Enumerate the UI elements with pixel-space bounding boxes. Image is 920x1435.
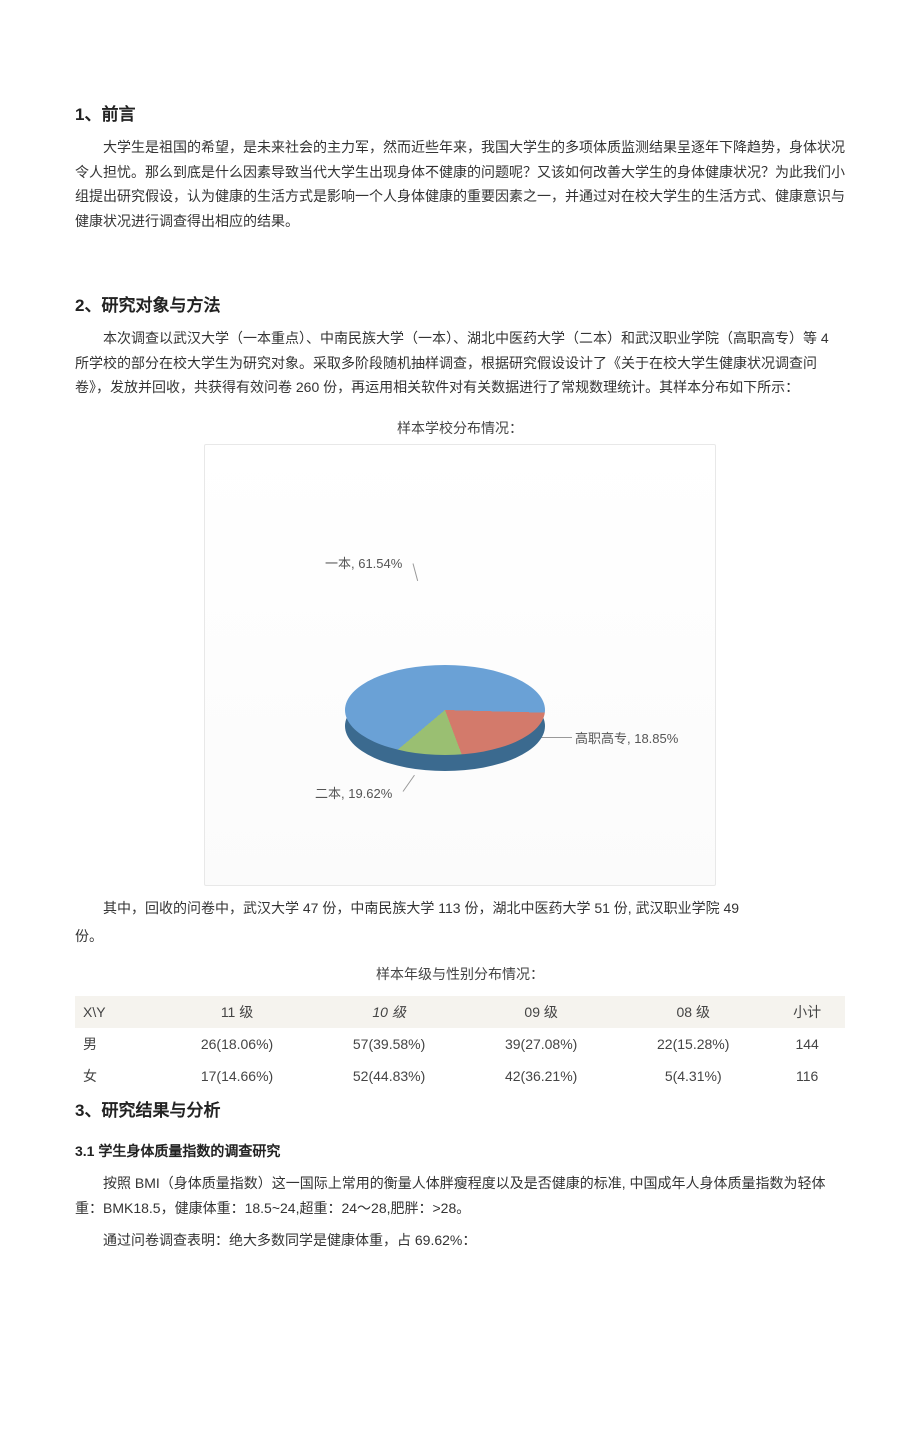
pie-3d <box>345 665 545 755</box>
table-title: 样本年级与性别分布情况： <box>75 964 845 984</box>
section1-heading: 1、前言 <box>75 100 845 125</box>
table-cell: 39(27.08%) <box>465 1028 617 1060</box>
section2-note1-cont: 份。 <box>75 926 845 946</box>
leader-3 <box>403 774 415 791</box>
table-col-header: X\Y <box>75 996 161 1028</box>
pie-label-erben: 二本, 19.62% <box>315 783 392 802</box>
section3-title: 、研究结果与分析 <box>84 1101 220 1120</box>
table-cell: 女 <box>75 1060 161 1092</box>
table-cell: 男 <box>75 1028 161 1060</box>
table-col-header: 11 级 <box>161 996 313 1028</box>
table-col-header: 小计 <box>769 996 845 1028</box>
table-cell: 22(15.28%) <box>617 1028 769 1060</box>
pie-chart-title: 样本学校分布情况： <box>75 418 845 438</box>
section2-heading: 2、研究对象与方法 <box>75 291 845 316</box>
table-cell: 26(18.06%) <box>161 1028 313 1060</box>
section3-p2: 通过问卷调查表明：绝大多数同学是健康体重，占 69.62%： <box>75 1228 845 1253</box>
section2-title: 、研究对象与方法 <box>84 296 220 315</box>
table-cell: 116 <box>769 1060 845 1092</box>
pie-label-yiben: 一本, 61.54% <box>325 553 402 572</box>
pie-chart: 一本, 61.54% 高职高专, 18.85% 二本, 19.62% <box>204 444 716 886</box>
section1-p1: 大学生是祖国的希望，是未来社会的主力军，然而近些年来，我国大学生的多项体质监测结… <box>75 135 845 233</box>
section3-heading: 3、研究结果与分析 <box>75 1096 845 1121</box>
section2-p1: 本次调查以武汉大学（一本重点）、中南民族大学（一本）、湖北中医药大学（二本）和武… <box>75 326 845 400</box>
note1-line1: 其中，回收的问卷中，武汉大学 47 份，中南民族大学 113 份，湖北中医药大学… <box>103 900 739 916</box>
table-cell: 57(39.58%) <box>313 1028 465 1060</box>
section1-title: 、前言 <box>84 105 135 124</box>
section2-note1: 其中，回收的问卷中，武汉大学 47 份，中南民族大学 113 份，湖北中医药大学… <box>75 896 845 921</box>
pie-label-gzgz: 高职高专, 18.85% <box>575 728 678 747</box>
table-row: 男26(18.06%)57(39.58%)39(27.08%)22(15.28%… <box>75 1028 845 1060</box>
distribution-table: X\Y11 级10 级09 级08 级小计 男26(18.06%)57(39.5… <box>75 996 845 1092</box>
leader-1 <box>413 563 419 581</box>
table-header-row: X\Y11 级10 级09 级08 级小计 <box>75 996 845 1028</box>
table-cell: 42(36.21%) <box>465 1060 617 1092</box>
table-row: 女17(14.66%)52(44.83%)42(36.21%)5(4.31%)1… <box>75 1060 845 1092</box>
section3-subheading: 3.1 学生身体质量指数的调查研究 <box>75 1141 845 1161</box>
table-cell: 5(4.31%) <box>617 1060 769 1092</box>
table-cell: 144 <box>769 1028 845 1060</box>
table-cell: 52(44.83%) <box>313 1060 465 1092</box>
table-col-header: 08 级 <box>617 996 769 1028</box>
table-col-header: 09 级 <box>465 996 617 1028</box>
table-col-header: 10 级 <box>313 996 465 1028</box>
table-cell: 17(14.66%) <box>161 1060 313 1092</box>
section3-p1: 按照 BMI（身体质量指数）这一国际上常用的衡量人体胖瘦程度以及是否健康的标准,… <box>75 1171 845 1220</box>
